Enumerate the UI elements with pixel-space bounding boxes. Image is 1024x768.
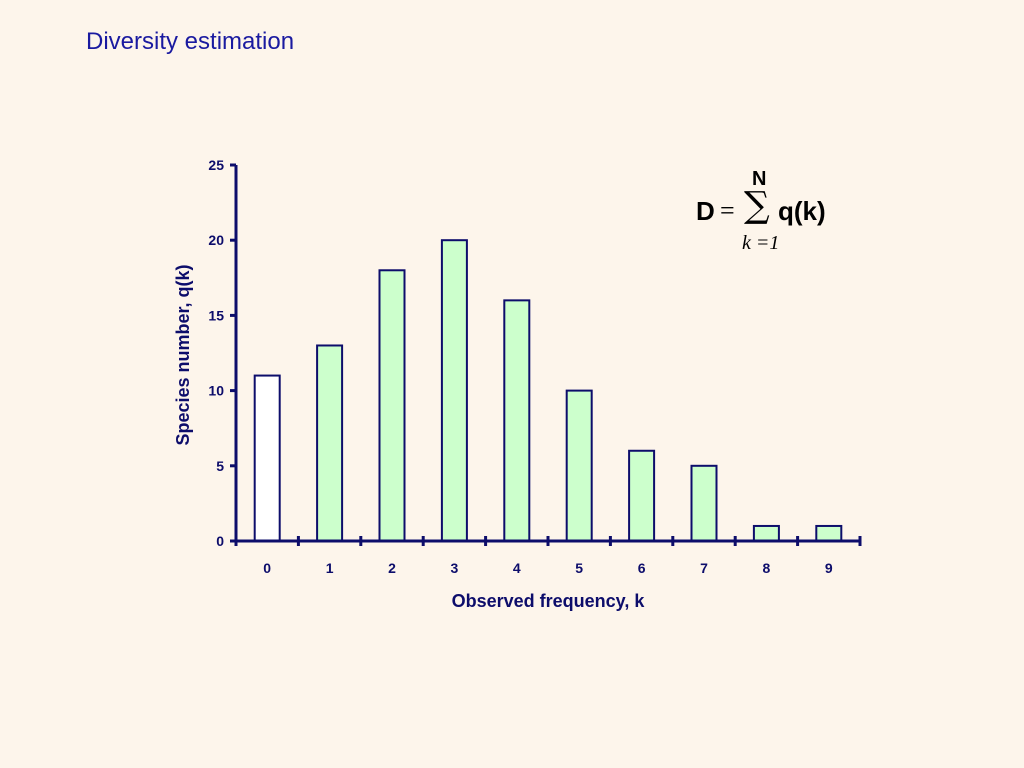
x-axis-title: Observed frequency, k <box>452 591 646 611</box>
x-tick-label-7: 7 <box>700 560 708 576</box>
y-tick-label-20: 20 <box>208 232 224 248</box>
bar-2 <box>378 269 406 542</box>
x-tick-label-0: 0 <box>263 560 271 576</box>
y-tick-label-10: 10 <box>208 383 224 399</box>
formula-upper-limit: N <box>752 168 767 190</box>
bar-8 <box>752 524 780 543</box>
formula-sigma: ∑ <box>744 185 770 226</box>
formula-lhs: D <box>696 196 715 226</box>
x-tick-label-5: 5 <box>575 560 583 576</box>
y-tick-label-0: 0 <box>216 533 224 549</box>
formula-rhs: q(k) <box>778 196 826 226</box>
labels-group: 0 5 10 15 20 25 0 1 2 3 4 5 6 7 8 9 Observed frequency, … <box>173 157 833 611</box>
bar-1 <box>316 344 344 543</box>
bar-4 <box>503 299 531 542</box>
x-tick-label-3: 3 <box>451 560 459 576</box>
slide-title: Diversity estimation <box>86 28 295 55</box>
bar-0 <box>253 374 281 542</box>
x-tick-label-4: 4 <box>513 560 521 576</box>
bar-3 <box>440 239 468 542</box>
y-tick-label-5: 5 <box>216 458 224 474</box>
axes-group <box>230 163 862 546</box>
formula-lower-limit: k =1 <box>742 232 780 254</box>
y-tick-label-15: 15 <box>208 307 224 323</box>
formula-equals: = <box>720 196 735 225</box>
x-tick-label-1: 1 <box>326 560 334 576</box>
bars-group <box>253 239 843 543</box>
y-axis-title: Species number, q(k) <box>173 264 193 445</box>
x-tick-label-8: 8 <box>763 560 771 576</box>
y-tick-label-25: 25 <box>208 157 224 173</box>
x-tick-label-2: 2 <box>388 560 396 576</box>
bar-7 <box>690 464 718 542</box>
x-tick-label-9: 9 <box>825 560 833 576</box>
diversity-formula: D = N ∑ q(k) k =1 <box>690 168 850 258</box>
bar-6 <box>628 449 656 543</box>
bar-9 <box>815 524 843 543</box>
bar-5 <box>565 389 593 542</box>
x-tick-label-6: 6 <box>638 560 646 576</box>
